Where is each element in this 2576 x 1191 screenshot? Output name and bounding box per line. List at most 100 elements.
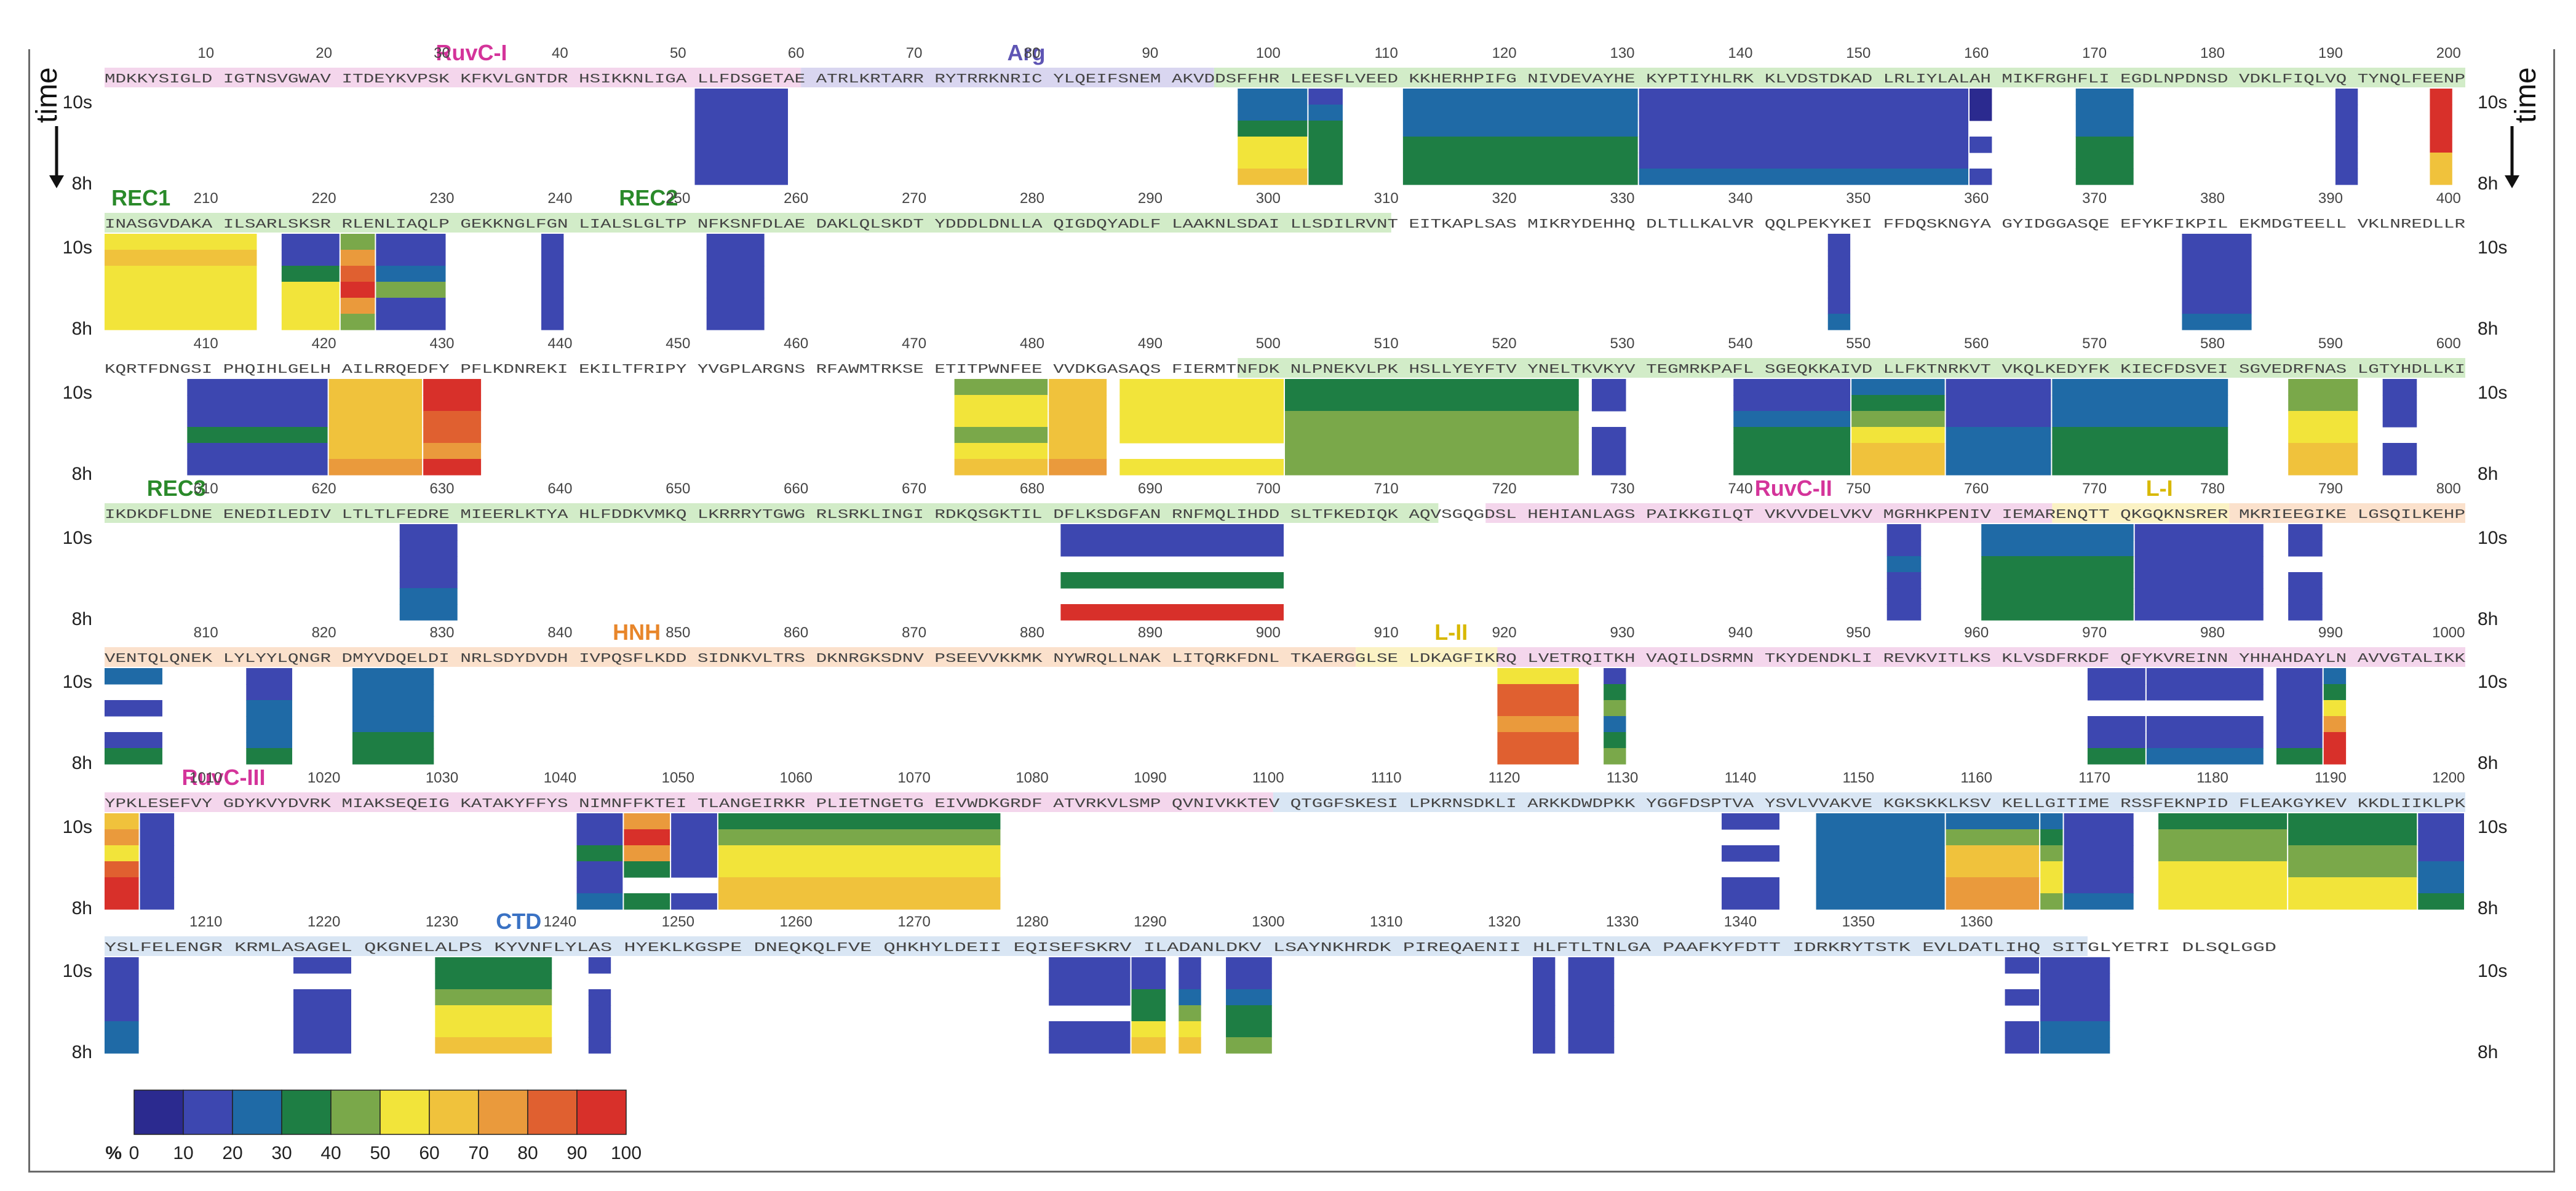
uptake-block — [1981, 524, 2134, 621]
uptake-cell — [1827, 314, 1851, 330]
uptake-cell — [352, 732, 434, 749]
uptake-cell — [1532, 973, 1556, 990]
position-tick-label: 800 — [2436, 480, 2461, 497]
uptake-cell — [1886, 572, 1922, 589]
position-tick-label: 480 — [1020, 335, 1044, 352]
uptake-cell — [2040, 845, 2063, 862]
uptake-cell — [2158, 845, 2288, 862]
position-tick-label: 1000 — [2432, 624, 2465, 641]
uptake-block — [2146, 668, 2264, 765]
uptake-block — [1179, 957, 1201, 1054]
uptake-cell — [718, 845, 1001, 862]
uptake-cell — [2430, 89, 2452, 105]
position-tick-label: 300 — [1256, 190, 1281, 207]
uptake-block — [1946, 379, 2051, 476]
uptake-cell — [1568, 1037, 1615, 1054]
uptake-block — [1722, 813, 1779, 910]
position-tick-label: 90 — [1142, 45, 1159, 62]
position-tick-label: 1110 — [1371, 770, 1402, 786]
position-tick-label: 190 — [2318, 45, 2343, 62]
uptake-cell — [435, 957, 552, 974]
position-tick-label: 1260 — [780, 914, 813, 930]
uptake-cell — [1733, 379, 1851, 396]
uptake-cell — [105, 1005, 139, 1022]
uptake-block — [718, 813, 1001, 910]
uptake-cell — [2087, 716, 2145, 733]
uptake-cell — [340, 282, 375, 298]
position-tick-label: 290 — [1138, 190, 1163, 207]
uptake-cell — [1497, 748, 1579, 765]
uptake-cell — [1119, 411, 1284, 428]
uptake-cell — [352, 700, 434, 717]
uptake-cell — [1226, 1037, 1272, 1054]
uptake-cell — [1238, 169, 1308, 185]
uptake-block — [541, 234, 564, 330]
uptake-cell — [1049, 411, 1107, 428]
uptake-cell — [340, 314, 375, 330]
uptake-cell — [671, 813, 717, 830]
uptake-cell — [1532, 989, 1556, 1006]
uptake-cell — [293, 989, 351, 1006]
uptake-cell — [1970, 137, 1992, 153]
uptake-cell — [1497, 668, 1579, 685]
uptake-cell — [2075, 153, 2134, 169]
uptake-cell — [2288, 540, 2323, 557]
uptake-cell — [2146, 716, 2264, 733]
uptake-cell — [1981, 572, 2134, 589]
uptake-cell — [1733, 443, 1851, 460]
uptake-cell — [2430, 169, 2452, 185]
domain-band — [2052, 503, 2230, 523]
uptake-cell — [2075, 121, 2134, 137]
uptake-cell — [954, 459, 1048, 476]
uptake-cell — [1568, 1021, 1615, 1038]
position-tick-label: 320 — [1492, 190, 1517, 207]
domain-band — [1497, 647, 2465, 667]
uptake-cell — [2040, 877, 2063, 894]
domain-label: REC1 — [111, 185, 170, 210]
uptake-cell — [105, 234, 257, 250]
uptake-cell — [1226, 1021, 1272, 1038]
time-end-label-right: 8h — [2478, 319, 2498, 339]
uptake-cell — [2430, 137, 2452, 153]
uptake-block — [1049, 957, 1131, 1054]
uptake-block — [399, 524, 458, 621]
colorbar-tick-label: 0 — [129, 1143, 140, 1163]
uptake-cell — [246, 716, 293, 733]
uptake-cell — [1946, 395, 2051, 412]
uptake-cell — [1402, 169, 1638, 185]
time-end-label: 8h — [72, 1042, 92, 1062]
uptake-cell — [246, 684, 293, 701]
uptake-block — [671, 813, 717, 910]
uptake-cell — [281, 282, 340, 298]
uptake-cell — [624, 829, 670, 846]
uptake-cell — [2040, 973, 2110, 990]
uptake-cell — [1604, 700, 1626, 717]
uptake-cell — [1532, 1037, 1556, 1054]
uptake-cell — [718, 829, 1001, 846]
uptake-cell — [1049, 427, 1107, 444]
uptake-cell — [1733, 395, 1851, 412]
uptake-cell — [1604, 668, 1626, 685]
uptake-cell — [2288, 893, 2417, 910]
position-tick-label: 860 — [784, 624, 808, 641]
uptake-cell — [435, 1021, 552, 1038]
position-tick-label: 430 — [429, 335, 454, 352]
uptake-cell — [954, 427, 1048, 444]
position-tick-label: 470 — [902, 335, 926, 352]
position-tick-label: 220 — [312, 190, 336, 207]
uptake-cell — [2134, 588, 2264, 605]
position-tick-label: 350 — [1846, 190, 1870, 207]
uptake-cell — [328, 427, 423, 444]
uptake-cell — [2430, 105, 2452, 121]
uptake-cell — [1285, 395, 1579, 412]
uptake-cell — [576, 861, 623, 878]
uptake-block — [1402, 89, 1638, 185]
uptake-cell — [2288, 588, 2323, 605]
position-tick-label: 1140 — [1725, 770, 1757, 786]
uptake-block — [2288, 379, 2358, 476]
uptake-cell — [2146, 668, 2264, 685]
uptake-cell — [2087, 684, 2145, 701]
position-tick-label: 520 — [1492, 335, 1517, 352]
uptake-cell — [1049, 379, 1107, 396]
position-tick-label: 160 — [1964, 45, 1989, 62]
